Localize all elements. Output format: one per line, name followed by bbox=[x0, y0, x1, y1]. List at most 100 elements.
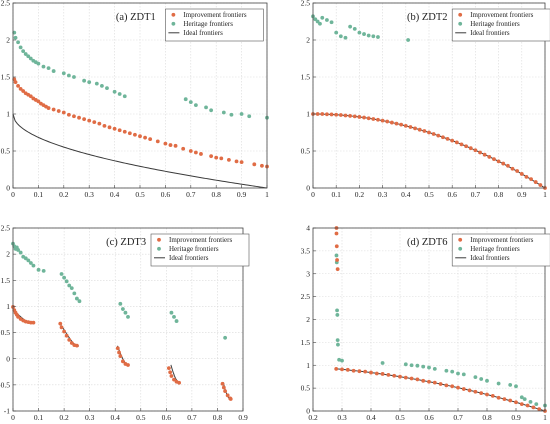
improvement-point bbox=[225, 393, 230, 398]
x-tick-label: 0.3 bbox=[378, 190, 388, 199]
improvement-point bbox=[524, 175, 529, 179]
improvement-point bbox=[335, 258, 339, 262]
improvement-point bbox=[133, 132, 137, 137]
y-tick-label: -1 bbox=[4, 407, 10, 416]
heritage-point bbox=[209, 108, 214, 113]
y-tick-label: 1.5 bbox=[1, 73, 11, 82]
legend-label: Heritage frontiers bbox=[470, 245, 520, 253]
improvement-point bbox=[252, 162, 257, 167]
improvement-point bbox=[450, 384, 455, 389]
legend-box bbox=[150, 233, 250, 267]
improvement-point bbox=[436, 133, 441, 138]
heritage-point bbox=[169, 310, 174, 315]
improvement-point bbox=[138, 134, 142, 139]
heritage-point bbox=[118, 301, 123, 306]
heritage-point bbox=[340, 358, 344, 363]
heritage-point bbox=[36, 61, 41, 66]
improvement-point bbox=[519, 402, 524, 407]
heritage-point bbox=[239, 112, 244, 116]
x-tick-label: 0.3 bbox=[85, 413, 95, 422]
improvement-point bbox=[385, 119, 390, 124]
legend-marker bbox=[171, 21, 176, 26]
heritage-point bbox=[444, 368, 449, 373]
heritage-point bbox=[329, 20, 334, 25]
heritage-point bbox=[122, 94, 127, 99]
legend-label: Ideal frontiers bbox=[470, 29, 510, 37]
improvement-point bbox=[97, 121, 102, 126]
y-tick-label: 1.5 bbox=[1, 276, 11, 285]
improvement-point bbox=[510, 166, 515, 171]
improvement-point bbox=[28, 94, 33, 99]
improvement-point bbox=[169, 374, 174, 378]
x-tick-label: 0.6 bbox=[448, 190, 458, 199]
x-tick-label: 0.1 bbox=[34, 190, 44, 199]
heritage-point bbox=[23, 256, 28, 261]
heritage-point bbox=[406, 38, 411, 42]
chart-panel-4: 0.2 0.3 0.4 0.5 0.6 0.7 0.8 0.9 1 0 0.5 1 1.5 2 2.5 3 3.… bbox=[301, 224, 550, 422]
improvement-point bbox=[408, 125, 413, 129]
y-tick-label: 1 bbox=[6, 302, 10, 311]
improvement-point bbox=[239, 160, 244, 165]
improvement-point bbox=[392, 373, 397, 378]
improvement-point bbox=[92, 120, 97, 125]
improvement-point bbox=[376, 117, 380, 122]
improvement-point bbox=[16, 314, 21, 319]
improvement-point bbox=[501, 161, 506, 166]
y-tick-label: 1 bbox=[6, 110, 10, 119]
heritage-point bbox=[519, 395, 524, 400]
improvement-point bbox=[168, 370, 173, 375]
improvement-point bbox=[120, 359, 125, 364]
improvement-point bbox=[515, 169, 520, 173]
improvement-point bbox=[519, 172, 524, 176]
heritage-point bbox=[41, 268, 46, 273]
x-tick-label: 0.7 bbox=[453, 413, 463, 422]
heritage-point bbox=[450, 369, 455, 374]
improvement-point bbox=[398, 374, 402, 379]
improvement-point bbox=[155, 139, 160, 144]
x-tick-label: 0.9 bbox=[238, 413, 248, 422]
heritage-point bbox=[16, 248, 21, 252]
legend-box bbox=[451, 8, 550, 42]
x-tick-label: 0.7 bbox=[186, 190, 196, 199]
improvement-point bbox=[223, 389, 228, 394]
improvement-point bbox=[172, 377, 176, 382]
improvement-point bbox=[163, 141, 168, 146]
improvement-point bbox=[537, 407, 542, 412]
improvement-point bbox=[348, 114, 353, 118]
improvement-point bbox=[166, 366, 171, 371]
y-tick-label: 2.5 bbox=[301, 0, 311, 8]
heritage-point bbox=[72, 75, 76, 79]
heritage-point bbox=[508, 383, 513, 387]
y-tick-label: 2 bbox=[306, 315, 310, 324]
improvement-point bbox=[445, 136, 450, 141]
improvement-point bbox=[482, 152, 487, 157]
y-tick-label: 0.5 bbox=[1, 328, 11, 337]
improvement-point bbox=[363, 369, 368, 374]
heritage-point bbox=[193, 103, 198, 108]
legend-label: Heritage frontiers bbox=[169, 245, 219, 253]
heritage-point bbox=[461, 372, 466, 377]
improvement-point bbox=[188, 149, 193, 153]
improvement-point bbox=[538, 183, 543, 187]
improvement-point bbox=[399, 122, 404, 127]
improvement-point bbox=[87, 118, 92, 123]
legend-marker bbox=[458, 246, 463, 251]
legend-marker bbox=[458, 21, 463, 26]
heritage-point bbox=[380, 361, 385, 365]
x-tick-label: 0.3 bbox=[337, 413, 347, 422]
heritage-point bbox=[41, 64, 46, 69]
improvement-point bbox=[62, 329, 67, 334]
heritage-point bbox=[69, 286, 74, 291]
x-tick-label: 0.4 bbox=[401, 190, 411, 199]
improvement-point bbox=[380, 372, 385, 376]
improvement-point bbox=[320, 112, 325, 116]
legend-marker bbox=[458, 237, 463, 242]
improvement-point bbox=[441, 135, 445, 140]
improvement-point bbox=[36, 99, 41, 104]
improvement-point bbox=[351, 368, 356, 373]
heritage-point bbox=[46, 66, 51, 71]
improvement-point bbox=[417, 127, 422, 132]
heritage-point bbox=[334, 253, 339, 258]
heritage-point bbox=[66, 73, 71, 78]
chart-title: (a) ZDT1 bbox=[116, 12, 156, 23]
